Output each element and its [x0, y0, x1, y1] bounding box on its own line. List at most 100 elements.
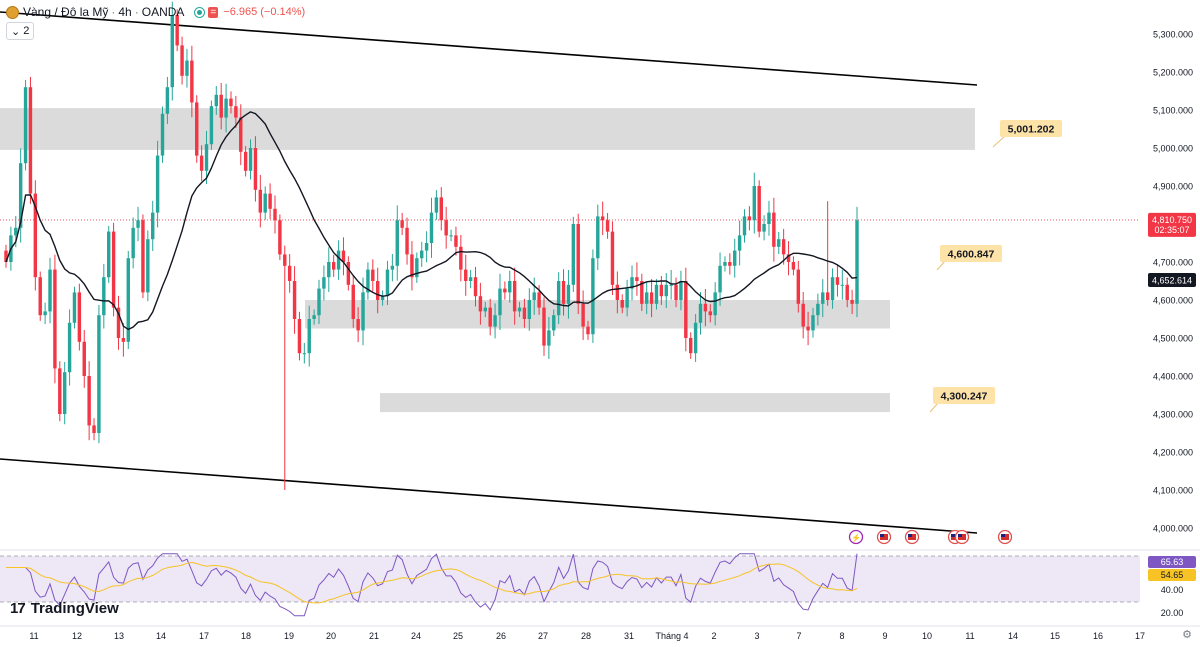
candle-body[interactable] [449, 235, 453, 237]
candle-body[interactable] [146, 239, 150, 293]
candle-body[interactable] [14, 227, 18, 236]
candle-body[interactable] [698, 303, 703, 323]
zone-price-label-box[interactable] [1000, 120, 1062, 137]
candle-body[interactable] [82, 341, 86, 376]
candle-body[interactable] [478, 296, 483, 312]
candle-body[interactable] [733, 250, 737, 266]
candle-body[interactable] [356, 319, 360, 331]
candle-body[interactable] [517, 307, 522, 312]
moving-average-line[interactable] [5, 111, 858, 331]
candle-body[interactable] [855, 220, 859, 304]
candle-body[interactable] [170, 15, 174, 88]
candle-body[interactable] [459, 246, 463, 270]
candle-body[interactable] [346, 262, 351, 285]
candle-body[interactable] [185, 60, 189, 76]
candle-body[interactable] [703, 303, 708, 312]
candle-body[interactable] [830, 277, 835, 300]
symbol-title[interactable]: Vàng / Đô la Mỹ [23, 5, 109, 19]
support-resistance-zone[interactable] [0, 108, 975, 150]
candle-body[interactable] [234, 106, 238, 118]
candle-body[interactable] [664, 284, 668, 297]
candle-body[interactable] [28, 87, 33, 194]
candle-body[interactable] [219, 94, 223, 118]
gear-icon[interactable]: ⚙ [1182, 629, 1192, 641]
candle-body[interactable] [791, 262, 796, 270]
candle-body[interactable] [273, 208, 277, 221]
candle-body[interactable] [498, 288, 502, 316]
candle-body[interactable] [327, 262, 331, 278]
candle-body[interactable] [405, 227, 409, 255]
candle-body[interactable] [415, 258, 419, 278]
candle-body[interactable] [561, 281, 566, 304]
candle-body[interactable] [772, 212, 776, 247]
candle-body[interactable] [600, 216, 605, 221]
candle-body[interactable] [693, 322, 698, 354]
candle-body[interactable] [390, 265, 395, 270]
candle-body[interactable] [488, 307, 492, 327]
candle-body[interactable] [195, 102, 199, 156]
candle-body[interactable] [121, 338, 126, 342]
candle-body[interactable] [136, 220, 140, 228]
candle-body[interactable] [72, 292, 77, 323]
candle-body[interactable] [263, 193, 267, 213]
candle-body[interactable] [214, 94, 219, 107]
zone-price-label-box[interactable] [940, 245, 1002, 262]
candle-body[interactable] [581, 303, 585, 327]
candle-body[interactable] [816, 303, 820, 316]
candle-body[interactable] [87, 376, 91, 426]
candle-body[interactable] [62, 372, 67, 414]
candle-body[interactable] [723, 262, 727, 266]
candle-body[interactable] [126, 258, 130, 342]
candle-body[interactable] [424, 243, 429, 251]
candle-body[interactable] [674, 284, 678, 300]
candle-body[interactable] [615, 284, 620, 300]
candle-body[interactable] [689, 338, 693, 354]
candle-body[interactable] [307, 319, 311, 354]
candle-body[interactable] [410, 254, 414, 278]
candle-body[interactable] [762, 224, 766, 232]
candle-body[interactable] [151, 212, 155, 240]
candle-body[interactable] [434, 197, 439, 213]
candle-body[interactable] [67, 322, 72, 373]
rsi-line[interactable] [6, 553, 858, 617]
candle-body[interactable] [635, 277, 639, 281]
candle-body[interactable] [97, 315, 101, 433]
candle-body[interactable] [420, 250, 424, 259]
candle-body[interactable] [591, 258, 595, 335]
candle-body[interactable] [116, 307, 121, 338]
candle-body[interactable] [43, 311, 47, 316]
interval-label[interactable]: 4h [118, 5, 132, 19]
candle-body[interactable] [767, 212, 771, 224]
candle-body[interactable] [33, 193, 38, 278]
candle-body[interactable] [38, 277, 42, 316]
candle-body[interactable] [508, 281, 512, 293]
lightning-icon[interactable] [848, 529, 864, 545]
candle-body[interactable] [361, 292, 365, 331]
candle-body[interactable] [141, 220, 145, 293]
rsi-ma-line[interactable] [6, 561, 858, 604]
candle-body[interactable] [229, 98, 233, 107]
candle-body[interactable] [209, 106, 214, 145]
candle-body[interactable] [620, 300, 624, 308]
candle-body[interactable] [605, 220, 610, 232]
candle-body[interactable] [512, 281, 517, 312]
candle-body[interactable] [239, 117, 243, 152]
candle-body[interactable] [757, 186, 761, 232]
candle-body[interactable] [752, 186, 757, 221]
candle-body[interactable] [23, 87, 28, 164]
candle-body[interactable] [248, 148, 253, 171]
candle-body[interactable] [845, 284, 849, 300]
candle-body[interactable] [366, 269, 370, 293]
channel-upper-line[interactable] [0, 11, 978, 86]
candle-body[interactable] [473, 277, 478, 297]
candle-body[interactable] [58, 368, 62, 414]
candle-body[interactable] [483, 307, 488, 312]
channel-lower-line[interactable] [0, 458, 978, 534]
candle-body[interactable] [53, 269, 57, 369]
candle-body[interactable] [527, 300, 532, 319]
candle-body[interactable] [317, 288, 321, 316]
candle-body[interactable] [679, 281, 683, 300]
candle-body[interactable] [444, 220, 448, 236]
